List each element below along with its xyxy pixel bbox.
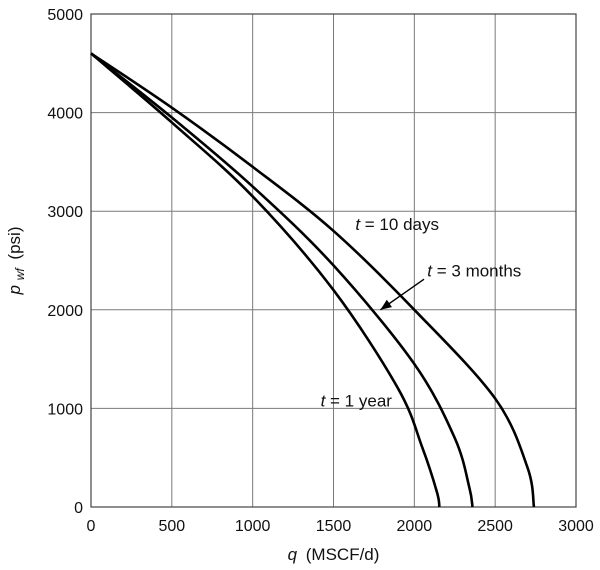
series-layer [90, 52, 536, 508]
x-tick-label: 2500 [477, 518, 513, 535]
y-axis-ticks: 0 1000 2000 3000 4000 5000 [47, 7, 83, 517]
y-axis-variable: p [5, 285, 24, 295]
label-10-days-var: t [355, 215, 361, 234]
x-tick-label: 0 [87, 518, 96, 535]
label-1-year-text: = 1 year [330, 391, 392, 410]
x-axis-unit: (MSCF/d) [306, 545, 380, 564]
y-tick-label: 1000 [47, 401, 83, 418]
y-axis-label: p wf (psi) [5, 227, 28, 296]
y-axis-subscript: wf [13, 267, 27, 281]
x-tick-label: 2000 [397, 518, 433, 535]
grid [91, 14, 576, 507]
x-axis-label: q (MSCF/d) [288, 545, 380, 564]
y-tick-label: 3000 [47, 204, 83, 221]
x-tick-label: 3000 [558, 518, 594, 535]
y-tick-label: 5000 [47, 7, 83, 24]
series-1-year [90, 52, 441, 508]
series-10-days [90, 52, 536, 508]
label-1-year: t = 1 year [321, 391, 393, 410]
y-tick-label: 4000 [47, 106, 83, 123]
label-10-days: t = 10 days [355, 215, 439, 234]
series-3-months [90, 52, 474, 508]
y-tick-label: 0 [74, 500, 83, 517]
plot-frame [90, 13, 577, 508]
label-10-days-text: = 10 days [365, 215, 439, 234]
label-1-year-var: t [321, 391, 327, 410]
y-tick-label: 2000 [47, 303, 83, 320]
label-3-months-text: = 3 months [437, 261, 522, 280]
label-3-months-var: t [427, 261, 433, 280]
x-tick-label: 1500 [316, 518, 352, 535]
x-tick-label: 500 [158, 518, 185, 535]
y-axis-unit: (psi) [5, 227, 24, 260]
x-tick-label: 1000 [235, 518, 271, 535]
annotation-arrow-head [380, 299, 392, 310]
label-3-months: t = 3 months [427, 261, 521, 280]
x-axis-ticks: 0 500 1000 1500 2000 2500 3000 [87, 518, 594, 535]
x-axis-variable: q [288, 545, 298, 564]
